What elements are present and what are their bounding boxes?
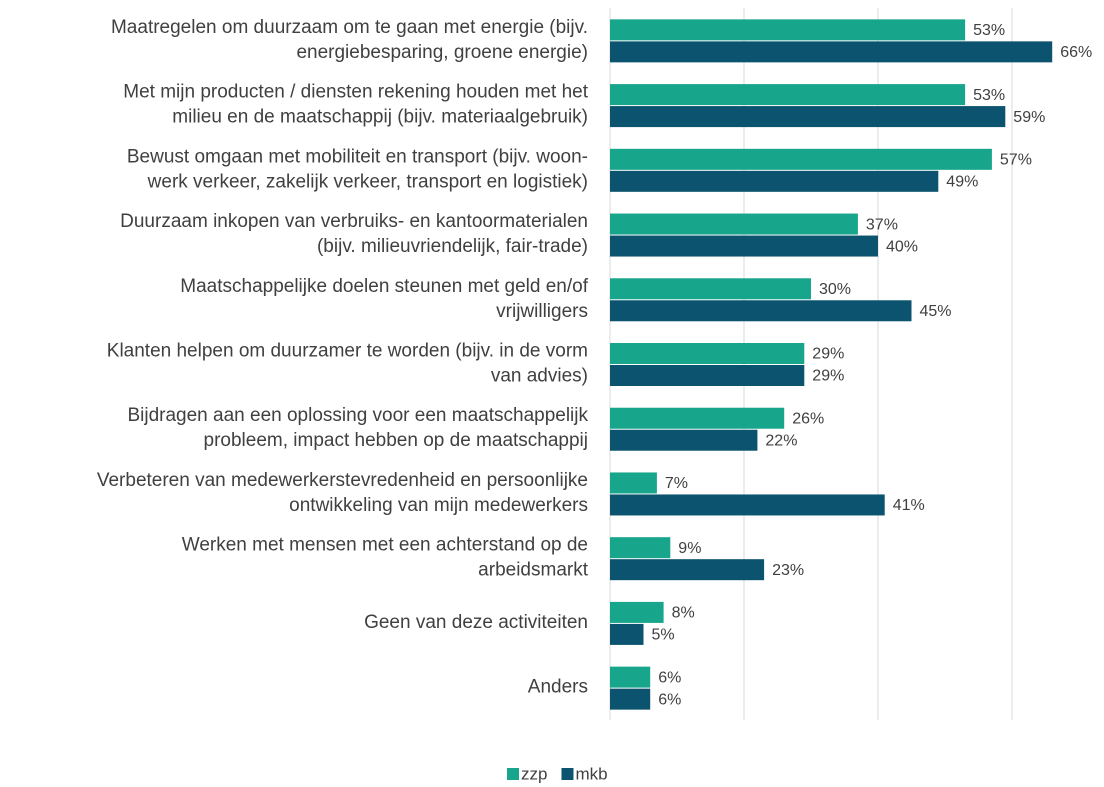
category-label: Met mijn producten / diensten rekening h… [123, 82, 588, 103]
data-label: 22% [765, 432, 797, 449]
category-label: Geen van deze activiteiten [364, 612, 588, 633]
bar [610, 688, 651, 710]
legend-label: mkb [575, 764, 607, 783]
legend-swatch [561, 768, 574, 780]
category-label: Bijdragen aan een oplossing voor een maa… [127, 405, 588, 426]
data-label: 37% [866, 216, 898, 233]
category-label: Maatregelen om duurzaam om te gaan met e… [111, 17, 588, 38]
data-label: 8% [672, 605, 695, 622]
data-label: 53% [973, 87, 1005, 104]
data-label: 57% [1000, 152, 1032, 169]
data-label: 66% [1060, 44, 1092, 61]
bar [610, 537, 671, 559]
bar [610, 170, 939, 192]
bar [610, 407, 785, 429]
bar [610, 84, 966, 106]
bar [610, 429, 758, 451]
bar [610, 106, 1006, 128]
data-label: 53% [973, 22, 1005, 39]
bar [610, 494, 885, 516]
bar [610, 472, 657, 494]
bar [610, 343, 805, 364]
category-label: (bijv. milieuvriendelijk, fair-trade) [317, 236, 588, 257]
category-label: probleem, impact hebben op de maatschapp… [204, 430, 588, 451]
data-label: 9% [678, 540, 701, 557]
data-label: 5% [652, 627, 675, 644]
data-label: 26% [792, 410, 824, 427]
data-label: 40% [886, 238, 918, 255]
category-label: Werken met mensen met een achterstand op… [182, 535, 588, 556]
bar [610, 41, 1053, 63]
category-label: energiebesparing, groene energie) [296, 42, 588, 63]
data-label: 30% [819, 281, 851, 298]
category-label: Maatschappelijke doelen steunen met geld… [180, 276, 588, 297]
category-label: Duurzaam inkopen van verbruiks- en kanto… [120, 211, 588, 232]
category-label: Verbeteren van medewerkerstevredenheid e… [97, 470, 588, 491]
legend-label: zzp [521, 764, 547, 783]
category-label: milieu en de maatschappij (bijv. materia… [172, 107, 588, 128]
bar [610, 19, 966, 41]
bar [610, 213, 858, 235]
data-label: 45% [920, 303, 952, 320]
category-label: van advies) [491, 366, 588, 387]
bar [610, 300, 912, 322]
data-label: 41% [893, 497, 925, 514]
bar [610, 365, 805, 386]
data-label: 29% [812, 346, 844, 363]
category-label: Bewust omgaan met mobiliteit en transpor… [127, 146, 588, 167]
bar [610, 601, 664, 623]
bar [610, 235, 878, 257]
data-label: 23% [772, 562, 804, 579]
category-label: vrijwilligers [496, 301, 588, 322]
category-label: ontwikkeling van mijn medewerkers [289, 495, 588, 516]
bar [610, 623, 644, 645]
data-label: 29% [812, 368, 844, 385]
data-label: 6% [658, 691, 681, 708]
data-label: 6% [658, 669, 681, 686]
category-label: Anders [528, 677, 588, 698]
bar [610, 666, 651, 688]
bar [610, 148, 992, 170]
category-label: arbeidsmarkt [478, 560, 589, 581]
bar [610, 278, 811, 300]
category-label: Klanten helpen om duurzamer te worden (b… [107, 341, 588, 362]
category-label: werk verkeer, zakelijk verkeer, transpor… [147, 171, 588, 192]
data-label: 49% [946, 174, 978, 191]
data-label: 7% [665, 475, 688, 492]
legend-swatch [507, 768, 519, 780]
bar [610, 559, 765, 581]
data-label: 59% [1013, 109, 1045, 126]
